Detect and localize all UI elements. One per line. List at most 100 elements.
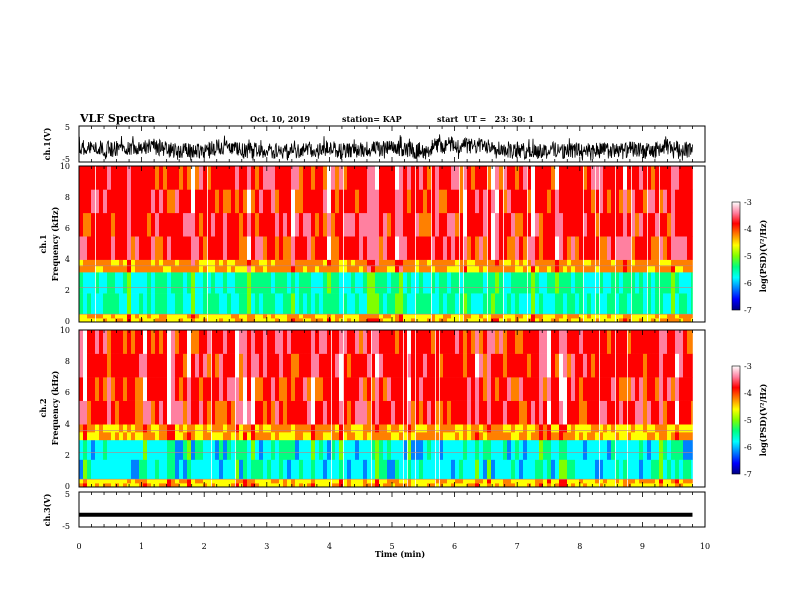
spectrogram-cell <box>323 432 328 441</box>
spectrogram-cell <box>643 272 648 294</box>
spectrogram-cell <box>183 479 188 484</box>
spectrogram-cell <box>283 353 288 378</box>
spectrogram-cell <box>651 318 656 323</box>
spectrogram-cell <box>443 459 448 480</box>
spectrogram-cell <box>435 479 440 484</box>
spectrogram-cell <box>243 353 248 378</box>
spectrogram-cell <box>643 236 648 260</box>
spectrogram-cell <box>315 189 320 214</box>
spectrogram-cell <box>267 439 272 460</box>
spectrogram-cell <box>423 459 428 480</box>
spectrogram-cell <box>675 236 680 260</box>
spectrogram-cell <box>139 479 144 484</box>
spectrogram-cell <box>555 424 560 433</box>
spectrogram-cell <box>395 353 400 378</box>
spectrogram-cell <box>103 330 108 354</box>
spectrogram-cell <box>195 353 200 378</box>
spectrogram-cell <box>243 439 248 460</box>
spectrogram-cell <box>591 483 596 488</box>
spectrogram-cell <box>615 377 620 401</box>
spectrogram-cell <box>263 330 268 354</box>
spectrogram-cell <box>635 236 640 260</box>
spectrogram-cell <box>223 259 228 267</box>
spectrogram-cell <box>579 272 584 294</box>
spectrogram-cell <box>403 259 408 267</box>
spectrogram-cell <box>579 424 584 433</box>
spectrogram-cell <box>467 353 472 378</box>
spectrogram-cell <box>455 400 460 425</box>
spectrogram-cell <box>255 293 260 315</box>
spectrogram-cell <box>343 314 348 319</box>
spectrogram-cell <box>603 314 608 319</box>
spectrogram-cell <box>151 377 156 401</box>
spectrogram-cell <box>155 483 160 488</box>
spectrogram-cell <box>667 272 672 294</box>
spectrogram-cell <box>123 432 128 441</box>
spectrogram-cell <box>215 330 220 354</box>
spectrogram-cell <box>631 314 636 319</box>
spectrogram-cell <box>539 330 544 354</box>
spectrogram-cell <box>203 189 208 214</box>
spectrogram-cell <box>223 293 228 315</box>
spectrogram-cell <box>119 293 124 315</box>
spectrogram-cell <box>595 166 600 190</box>
spectrogram-cell <box>643 166 648 190</box>
spectrogram-cell <box>607 439 612 460</box>
spectrogram-cell <box>479 259 484 267</box>
cb2-tick-6: -6 <box>744 443 752 452</box>
spectrogram-cell <box>191 400 196 425</box>
spectrogram-cell <box>379 439 384 460</box>
spectrogram-cell <box>295 265 300 273</box>
spectrogram-cell <box>571 212 576 237</box>
spectrogram-cell <box>275 483 280 488</box>
spectrogram-cell <box>443 479 448 484</box>
spectrogram-cell <box>235 212 240 237</box>
time-tick-label: 1 <box>139 542 144 551</box>
spectrogram-cell <box>423 318 428 323</box>
spectrogram-cell <box>407 432 412 441</box>
spectrogram-cell <box>219 189 224 214</box>
spectrogram-cell <box>139 353 144 378</box>
spectrogram-cell <box>123 293 128 315</box>
spectrogram-cell <box>423 424 428 433</box>
spectrogram-cell <box>563 272 568 294</box>
spectrogram-cell <box>159 439 164 460</box>
spectrogram-cell <box>319 189 324 214</box>
spectrogram-cell <box>283 272 288 294</box>
spectrogram-cell <box>283 439 288 460</box>
spectrogram-cell <box>531 265 536 273</box>
spectrogram-cell <box>115 236 120 260</box>
spectrogram-cell <box>183 189 188 214</box>
spectrogram-cell <box>299 212 304 237</box>
spectrogram-cell <box>483 439 488 460</box>
spectrogram-cell <box>263 189 268 214</box>
spectrogram-cell <box>391 189 396 214</box>
spectrogram-cell <box>179 293 184 315</box>
spectrogram-cell <box>351 432 356 441</box>
spectrogram-cell <box>583 318 588 323</box>
spectrogram-cell <box>543 432 548 441</box>
spectrogram-cell <box>507 330 512 354</box>
spectrogram-cell <box>351 236 356 260</box>
spectrogram-cell <box>351 424 356 433</box>
spectrogram-cell <box>147 259 152 267</box>
spectrogram-cell <box>391 432 396 441</box>
spectrogram-cell <box>403 314 408 319</box>
spectrogram-cell <box>247 424 252 433</box>
spectrogram-cell <box>339 166 344 190</box>
spectrogram-cell <box>199 439 204 460</box>
spectrogram-cell <box>267 432 272 441</box>
spectrogram-cell <box>671 293 676 315</box>
spectrogram-cell <box>511 265 516 273</box>
spectrogram-cell <box>543 459 548 480</box>
spectrogram-cell <box>395 236 400 260</box>
spectrogram-cell <box>359 259 364 267</box>
spectrogram-cell <box>319 293 324 315</box>
spectrogram-cell <box>107 479 112 484</box>
spectrogram-cell <box>223 166 228 190</box>
spectrogram-cell <box>419 318 424 323</box>
spectrogram-cell <box>295 483 300 488</box>
spectrogram-cell <box>275 432 280 441</box>
spectrogram-cell <box>651 293 656 315</box>
spectrogram-cell <box>319 265 324 273</box>
